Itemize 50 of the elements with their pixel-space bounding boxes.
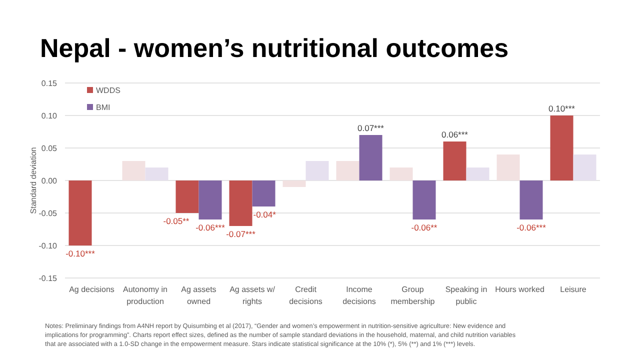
bar: [198, 180, 222, 220]
x-tick-label: Group membership: [390, 285, 436, 306]
bar: [229, 180, 252, 226]
data-label: 0.07***: [358, 123, 385, 133]
data-label: -0.05**: [163, 216, 190, 226]
chart-title: Nepal - women’s nutritional outcomes: [40, 33, 509, 63]
bar: [412, 180, 436, 220]
y-tick-label: -0.05: [38, 209, 58, 218]
bar: [145, 168, 168, 180]
x-tick-label: Credit decisions: [289, 285, 322, 306]
data-label: -0.06**: [411, 222, 438, 232]
x-tick-label: Leisure: [560, 285, 587, 294]
x-tick-label: Income decisions: [342, 285, 376, 306]
x-tick-label: Ag assets w/ rights: [230, 285, 276, 306]
bar: [122, 161, 146, 180]
bar: [573, 154, 596, 180]
bar: [520, 180, 543, 220]
bar: [390, 168, 413, 180]
bar: [336, 161, 360, 180]
data-label: -0.10***: [66, 248, 96, 258]
y-tick-label: 0.00: [41, 176, 58, 186]
data-label: -0.06***: [516, 222, 547, 232]
bar: [176, 180, 199, 213]
y-tick-label: 0.10: [41, 112, 58, 120]
x-tick-label: Ag decisions: [69, 285, 114, 294]
y-tick-label: 0.15: [41, 79, 58, 88]
x-tick-label: Speaking in public: [445, 285, 488, 306]
legend-label: BMI: [96, 103, 110, 112]
x-tick-label: Hours worked: [495, 285, 544, 294]
data-label: 0.10***: [548, 104, 576, 114]
bar: [306, 161, 329, 180]
bar: [252, 180, 276, 206]
bar: [466, 168, 490, 180]
data-label: 0.06***: [442, 130, 469, 140]
x-tick-label: Autonomy in production: [123, 285, 168, 306]
legend-label: WDDS: [96, 86, 120, 95]
bar: [359, 135, 382, 180]
data-label: -0.07***: [226, 229, 256, 239]
y-tick-label: 0.05: [41, 144, 58, 153]
y-tick-label: -0.10: [38, 242, 58, 250]
y-axis-title: Standard deviation: [29, 147, 38, 214]
bar: [443, 142, 466, 180]
x-tick-label: Ag assets owned: [181, 285, 216, 306]
bar: [550, 116, 574, 180]
bar: [496, 154, 520, 180]
data-label: -0.06***: [196, 222, 226, 232]
data-label: -0.04*: [253, 210, 277, 220]
y-tick-label: -0.15: [38, 274, 58, 283]
bar: [282, 180, 306, 187]
bar: [68, 180, 92, 246]
